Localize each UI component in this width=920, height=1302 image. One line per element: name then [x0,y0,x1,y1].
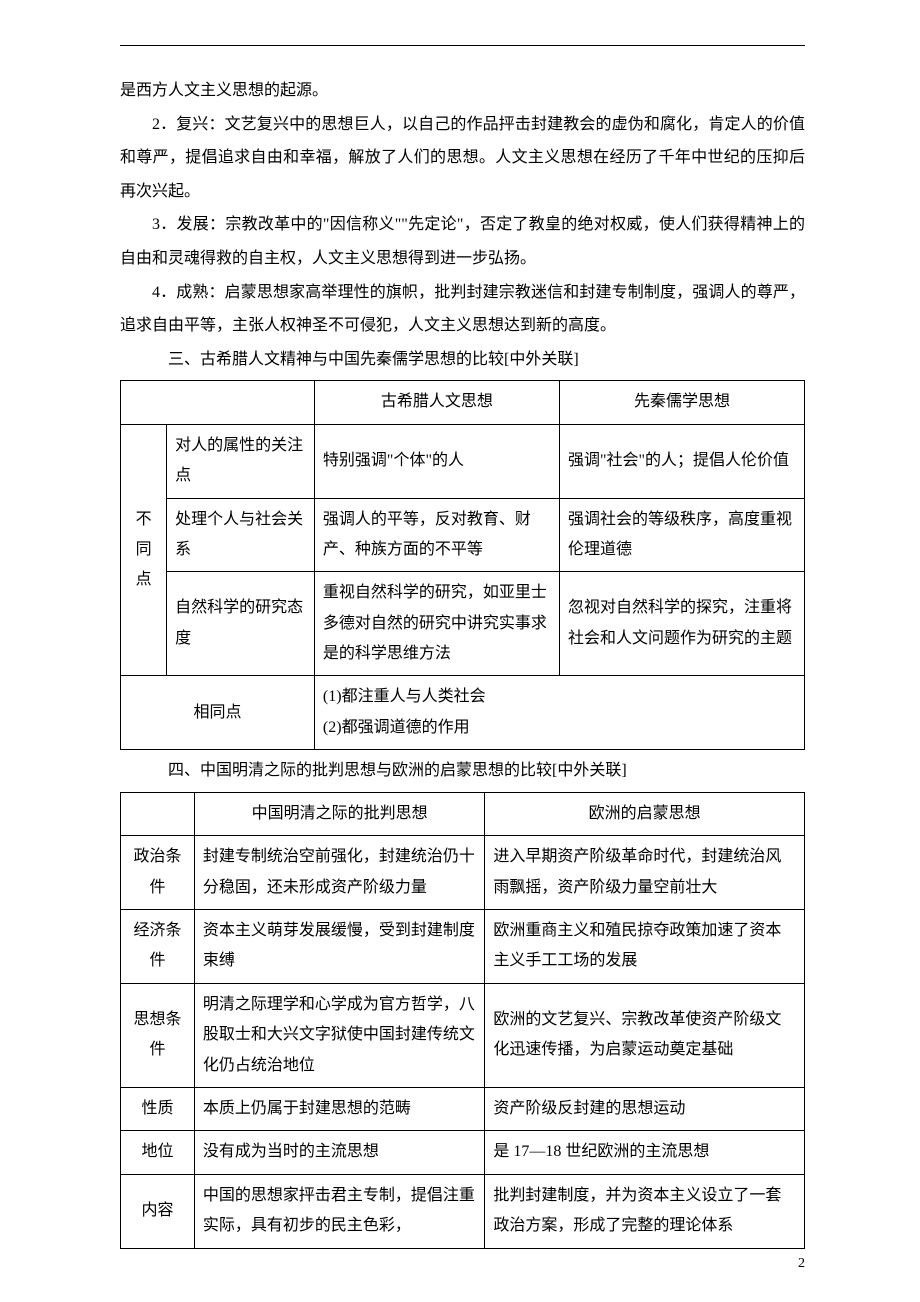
aspect-cell: 地位 [121,1131,195,1174]
header-blank [121,792,195,835]
header-rule [120,45,805,46]
cell-a: 中国的思想家抨击君主专制，提倡注重实际，具有初步的民主色彩， [194,1174,484,1248]
section-4-title: 四、中国明清之际的批判思想与欧洲的启蒙思想的比较[中外关联] [120,754,805,788]
cell-a: 没有成为当时的主流思想 [194,1131,484,1174]
table-row: 经济条件 资本主义萌芽发展缓慢，受到封建制度束缚 欧洲重商主义和殖民掠夺政策加速… [121,910,805,984]
table-row: 内容 中国的思想家抨击君主专制，提倡注重实际，具有初步的民主色彩， 批判封建制度… [121,1174,805,1248]
aspect-cell: 经济条件 [121,910,195,984]
cell-b: 强调社会的等级秩序，高度重视伦理道德 [559,498,804,572]
diff-label: 不同点 [121,424,167,676]
table-row: 相同点 (1)都注重人与人类社会 (2)都强调道德的作用 [121,676,805,750]
cell-b: 强调"社会"的人；提倡人伦价值 [559,424,804,498]
para-2: 3．发展：宗教改革中的"因信称义""先定论"，否定了教皇的绝对权威，使人们获得精… [120,208,805,275]
aspect-cell: 处理个人与社会关系 [167,498,315,572]
document-page: 是西方人文主义思想的起源。 2．复兴：文艺复兴中的思想巨人，以自己的作品抨击封建… [0,0,920,1302]
cell-a: 特别强调"个体"的人 [314,424,559,498]
table-row: 中国明清之际的批判思想 欧洲的启蒙思想 [121,792,805,835]
aspect-cell: 对人的属性的关注点 [167,424,315,498]
cell-b: 欧洲重商主义和殖民掠夺政策加速了资本主义手工工场的发展 [485,910,805,984]
same-label: 相同点 [121,676,315,750]
header-blank [121,381,315,424]
comparison-table-1: 古希腊人文思想 先秦儒学思想 不同点 对人的属性的关注点 特别强调"个体"的人 … [120,380,805,750]
cell-b: 批判封建制度，并为资本主义设立了一套政治方案，形成了完整的理论体系 [485,1174,805,1248]
table-row: 思想条件 明清之际理学和心学成为官方哲学，八股取士和大兴文字狱使中国封建传统文化… [121,983,805,1087]
table-row: 地位 没有成为当时的主流思想 是 17—18 世纪欧洲的主流思想 [121,1131,805,1174]
table-row: 政治条件 封建专制统治空前强化，封建统治仍十分稳固，还未形成资产阶级力量 进入早… [121,836,805,910]
aspect-cell: 性质 [121,1087,195,1130]
cell-b: 是 17—18 世纪欧洲的主流思想 [485,1131,805,1174]
aspect-cell: 自然科学的研究态度 [167,572,315,676]
para-0: 是西方人文主义思想的起源。 [120,74,805,108]
table-row: 性质 本质上仍属于封建思想的范畴 资产阶级反封建的思想运动 [121,1087,805,1130]
same-text: (1)都注重人与人类社会 (2)都强调道德的作用 [314,676,804,750]
section-3-title: 三、古希腊人文精神与中国先秦儒学思想的比较[中外关联] [120,343,805,377]
header-col-b: 欧洲的启蒙思想 [485,792,805,835]
cell-b: 进入早期资产阶级革命时代，封建统治风雨飘摇，资产阶级力量空前壮大 [485,836,805,910]
cell-a: 封建专制统治空前强化，封建统治仍十分稳固，还未形成资产阶级力量 [194,836,484,910]
table-row: 古希腊人文思想 先秦儒学思想 [121,381,805,424]
aspect-cell: 思想条件 [121,983,195,1087]
table-row: 不同点 对人的属性的关注点 特别强调"个体"的人 强调"社会"的人；提倡人伦价值 [121,424,805,498]
table-row: 自然科学的研究态度 重视自然科学的研究，如亚里士多德对自然的研究中讲究实事求是的… [121,572,805,676]
cell-b: 欧洲的文艺复兴、宗教改革使资产阶级文化迅速传播，为启蒙运动奠定基础 [485,983,805,1087]
cell-b: 资产阶级反封建的思想运动 [485,1087,805,1130]
page-number: 2 [798,1256,805,1272]
cell-a: 明清之际理学和心学成为官方哲学，八股取士和大兴文字狱使中国封建传统文化仍占统治地… [194,983,484,1087]
header-col-a: 中国明清之际的批判思想 [194,792,484,835]
cell-a: 资本主义萌芽发展缓慢，受到封建制度束缚 [194,910,484,984]
cell-a: 本质上仍属于封建思想的范畴 [194,1087,484,1130]
header-col-b: 先秦儒学思想 [559,381,804,424]
table-row: 处理个人与社会关系 强调人的平等，反对教育、财产、种族方面的不平等 强调社会的等… [121,498,805,572]
aspect-cell: 内容 [121,1174,195,1248]
comparison-table-2: 中国明清之际的批判思想 欧洲的启蒙思想 政治条件 封建专制统治空前强化，封建统治… [120,792,805,1249]
cell-b: 忽视对自然科学的探究，注重将社会和人文问题作为研究的主题 [559,572,804,676]
aspect-cell: 政治条件 [121,836,195,910]
para-1: 2．复兴：文艺复兴中的思想巨人，以自己的作品抨击封建教会的虚伪和腐化，肯定人的价… [120,108,805,209]
cell-a: 强调人的平等，反对教育、财产、种族方面的不平等 [314,498,559,572]
header-col-a: 古希腊人文思想 [314,381,559,424]
para-3: 4．成熟：启蒙思想家高举理性的旗帜，批判封建宗教迷信和封建专制制度，强调人的尊严… [120,276,805,343]
cell-a: 重视自然科学的研究，如亚里士多德对自然的研究中讲究实事求是的科学思维方法 [314,572,559,676]
